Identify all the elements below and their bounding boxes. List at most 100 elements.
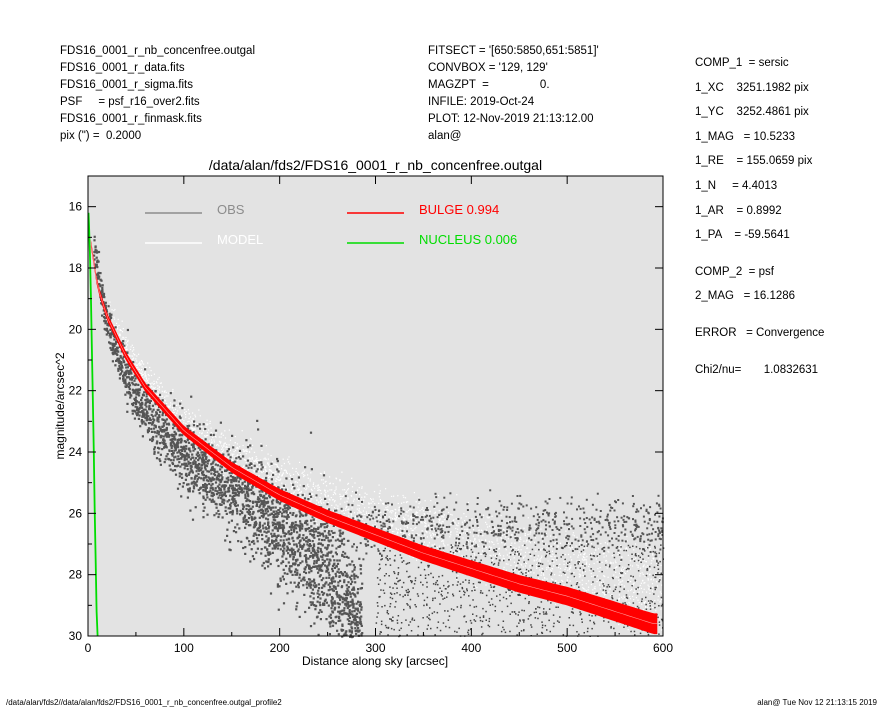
residual-point [427,524,429,526]
residual-point [149,397,151,399]
obs-point [277,470,280,473]
residual-point [627,629,629,631]
residual-point [558,574,560,576]
residual-point [397,495,399,497]
residual-point [113,310,115,312]
residual-point [416,533,418,535]
obs-point [309,586,312,589]
residual-point [509,559,511,561]
residual-point [528,551,530,553]
obs-point [285,557,288,560]
residual-point [117,328,119,330]
residual-point [575,545,577,547]
obs-point [522,514,525,517]
obs-point [223,493,226,496]
residual-point [260,459,262,461]
obs-point [270,532,273,535]
residual-point [317,484,319,486]
residual-point [268,464,270,466]
residual-point [520,538,522,540]
residual-point [350,515,352,517]
residual-point [493,543,495,546]
residual-point [310,500,312,502]
residual-point [559,568,562,570]
header-mid-line: PLOT: 12-Nov-2019 21:13:12.00 [428,112,594,125]
residual-point [540,535,543,537]
residual-point [505,539,507,541]
residual-point [473,529,475,531]
residual-point [412,529,414,531]
obs-point [285,564,288,568]
obs-point [234,500,237,503]
obs-point [353,568,356,571]
obs-point [508,526,511,529]
residual-point [421,522,423,524]
residual-point [275,464,277,466]
residual-point [564,568,566,570]
obs-point [267,537,270,540]
residual-point [551,558,553,560]
obs-point [154,403,157,406]
residual-point [426,545,428,547]
residual-point [297,489,299,491]
residual-point [330,497,332,499]
residual-point [581,579,583,581]
residual-point [277,476,279,478]
residual-point [625,567,627,569]
obs-point [281,555,284,558]
residual-point [275,480,277,482]
obs-point [352,517,355,520]
residual-point [342,489,344,491]
residual-point [158,386,160,388]
residual-point [128,355,130,357]
obs-point [309,595,312,598]
residual-point [364,513,366,516]
obs-point [447,514,450,517]
residual-point [322,482,325,485]
obs-point [97,277,100,280]
residual-point [582,574,584,577]
residual-point [584,564,586,566]
obs-point [633,538,636,541]
residual-point [405,514,407,516]
residual-point [552,579,554,581]
obs-point [325,581,328,584]
residual-point [527,533,529,536]
residual-point [606,567,608,569]
obs-point [522,505,525,508]
residual-point [303,487,305,489]
obs-point [191,481,194,484]
obs-point [646,527,649,530]
residual-point [652,590,654,592]
obs-point [513,520,516,523]
residual-point [578,546,580,549]
obs-point [315,494,318,497]
obs-point [281,515,284,518]
residual-point [510,548,512,550]
residual-point [402,508,404,510]
obs-point [226,468,229,472]
residual-point [234,442,236,444]
obs-point [634,529,637,532]
residual-point [392,518,394,520]
residual-point [209,420,211,422]
residual-point [251,458,253,460]
residual-point [394,519,396,521]
obs-point [355,574,358,577]
obs-point [183,440,186,443]
obs-point [250,548,253,551]
obs-point [187,462,190,465]
obs-point [492,534,495,537]
obs-point [583,528,586,531]
residual-point [406,511,408,513]
residual-point [441,516,443,518]
obs-point [517,507,520,510]
obs-point [302,584,305,587]
obs-point [331,567,334,570]
comp1-line: 1_N = 4.4013 [695,179,778,192]
residual-point [409,534,411,536]
obs-point [118,359,121,363]
residual-point [310,493,313,495]
obs-point [547,514,550,517]
residual-point [205,429,207,431]
